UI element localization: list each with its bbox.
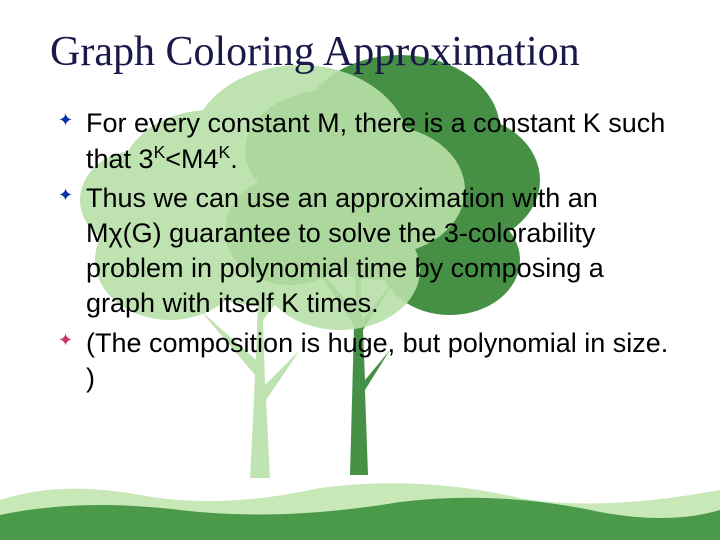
bullet-item: (The composition is huge, but polynomial… xyxy=(58,326,670,396)
bullet-item: For every constant M, there is a constan… xyxy=(58,106,670,177)
slide-content: Graph Coloring Approximation For every c… xyxy=(0,0,720,396)
ground-silhouette xyxy=(0,470,720,540)
bullet-item: Thus we can use an approximation with an… xyxy=(58,181,670,321)
slide-title: Graph Coloring Approximation xyxy=(50,28,670,76)
bullet-list: For every constant M, there is a constan… xyxy=(50,106,670,396)
